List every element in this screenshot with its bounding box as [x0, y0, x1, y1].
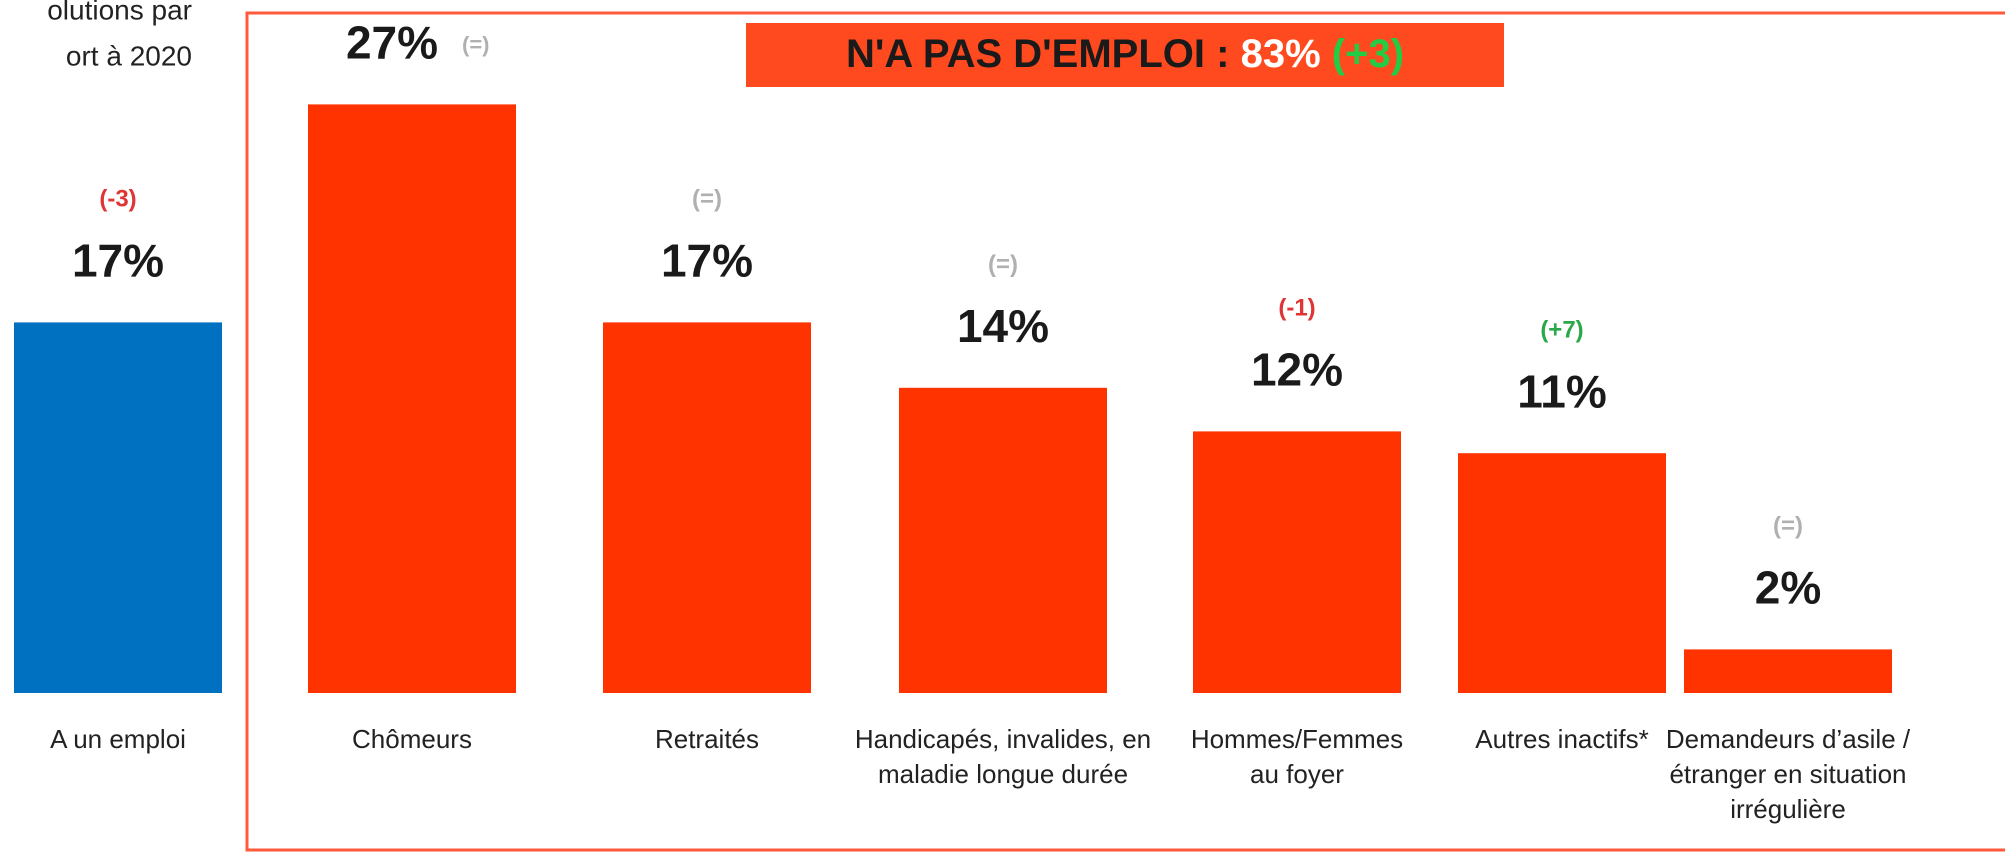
callout-change: (+3) — [1332, 32, 1404, 76]
note: ort à 2020 — [66, 40, 192, 71]
bar — [14, 322, 222, 693]
value-label: 11% — [1517, 365, 1607, 417]
category-label: Hommes/Femmes au foyer — [1190, 724, 1404, 789]
value-label: 12% — [1251, 344, 1343, 396]
value-label: 14% — [957, 300, 1049, 352]
value-label: 2% — [1755, 562, 1821, 614]
change-label: (=) — [462, 32, 490, 57]
change-label: (=) — [692, 186, 722, 213]
callout-text: N'A PAS D'EMPLOI : — [846, 32, 1229, 76]
value-label: 27% — [346, 17, 438, 69]
bar — [1458, 453, 1666, 693]
bar — [603, 322, 811, 693]
bar — [1684, 649, 1892, 693]
change-label: (=) — [1773, 513, 1803, 540]
category-label: Retraités — [654, 724, 760, 754]
bar — [899, 387, 1107, 693]
change-label: (-1) — [1278, 295, 1315, 322]
note: olutions par — [47, 0, 192, 25]
bar — [1193, 431, 1401, 693]
value-label: 17% — [72, 235, 164, 287]
category-label: Autres inactifs* — [1475, 724, 1649, 754]
category-label: Handicapés, invalides, en maladie longue… — [854, 724, 1152, 789]
bar — [308, 104, 516, 693]
callout-box — [746, 23, 1504, 87]
change-label: (+7) — [1540, 317, 1583, 344]
category-label: A un emploi — [50, 724, 186, 754]
value-label: 17% — [661, 235, 753, 287]
change-label: (=) — [988, 251, 1018, 278]
category-label: Chômeurs — [352, 724, 472, 754]
callout: N'A PAS D'EMPLOI : 83% (+3) — [846, 32, 1404, 76]
callout-value: 83% — [1241, 32, 1321, 76]
change-label: (-3) — [99, 186, 136, 213]
frame — [245, 11, 2005, 852]
category-label: Demandeurs d’asile / étranger en situati… — [1665, 724, 1911, 824]
